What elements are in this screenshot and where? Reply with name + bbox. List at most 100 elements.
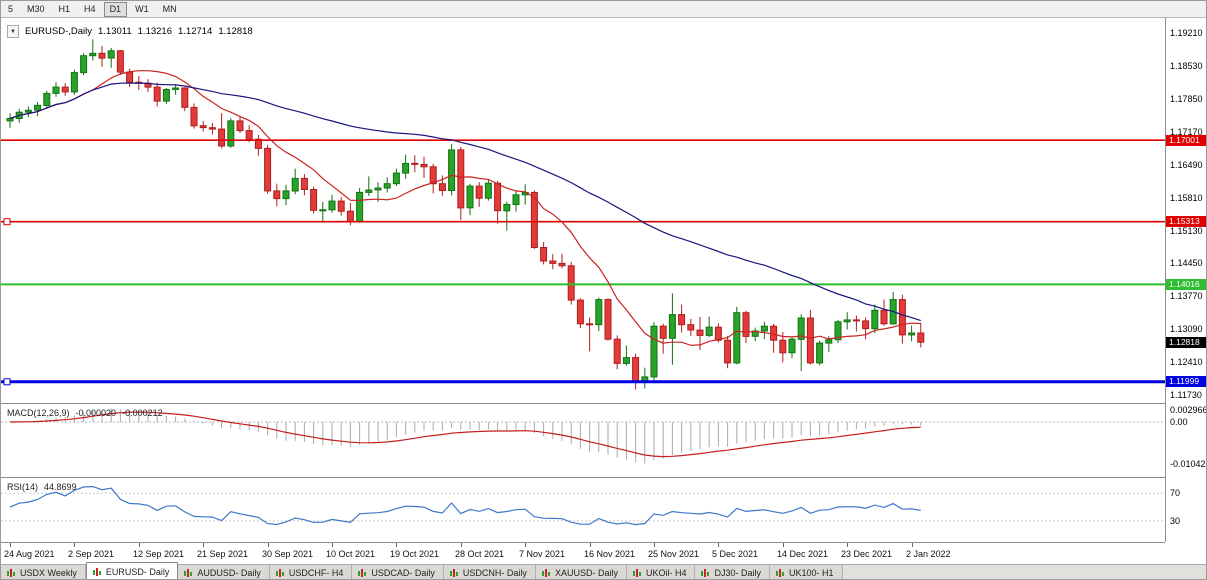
candle bbox=[567, 261, 575, 305]
candle bbox=[319, 202, 327, 223]
macd-indicator-panel[interactable] bbox=[1, 404, 1165, 477]
price-axis-label: 1.17850 bbox=[1170, 94, 1203, 104]
candle bbox=[438, 175, 446, 196]
timeframe-button-w1[interactable]: W1 bbox=[135, 3, 149, 14]
chart-tab-audusd-daily[interactable]: AUDUSD- Daily bbox=[178, 565, 270, 579]
candle bbox=[475, 182, 483, 207]
timeframe-button-d1[interactable]: D1 bbox=[103, 1, 128, 17]
main-price-chart[interactable] bbox=[1, 18, 1165, 403]
candle bbox=[107, 47, 115, 68]
chart-tab-icon bbox=[541, 569, 550, 577]
macd-signal-value: -0.000212 bbox=[122, 408, 163, 418]
chart-tab-label: AUDUSD- Daily bbox=[197, 568, 261, 578]
candle bbox=[843, 312, 851, 330]
price-axis-label: 1.15810 bbox=[1170, 193, 1203, 203]
one-click-trading-toggle[interactable]: ▼ bbox=[7, 25, 19, 38]
candle bbox=[742, 310, 750, 344]
chart-tab-label: USDCAD- Daily bbox=[371, 568, 435, 578]
time-axis-label: 30 Sep 2021 bbox=[262, 549, 314, 559]
candle bbox=[190, 103, 198, 129]
chart-tab-xauusd-daily[interactable]: XAUUSD- Daily bbox=[535, 565, 627, 579]
candle bbox=[770, 323, 778, 353]
chart-tab-label: XAUUSD- Daily bbox=[554, 568, 618, 578]
candle bbox=[521, 184, 529, 205]
price-axis-label: 1.12410 bbox=[1170, 357, 1203, 367]
time-tick bbox=[461, 543, 462, 547]
candle bbox=[153, 82, 161, 107]
candle bbox=[199, 120, 207, 132]
candle bbox=[889, 291, 897, 325]
timeframe-button-h1[interactable]: H1 bbox=[58, 3, 71, 14]
candle bbox=[705, 316, 713, 338]
timeframe-button-h4[interactable]: H4 bbox=[84, 3, 96, 14]
price-tag-1.17001: 1.17001 bbox=[1166, 135, 1206, 146]
time-axis-label: 25 Nov 2021 bbox=[648, 549, 700, 559]
horizontal-line-1.11999[interactable] bbox=[1, 378, 1165, 386]
candle bbox=[816, 340, 824, 366]
macd-axis-label: -0.010422 bbox=[1170, 459, 1207, 469]
time-axis-label: 5 Dec 2021 bbox=[712, 549, 759, 559]
time-axis-label: 2 Sep 2021 bbox=[68, 549, 115, 559]
macd-label: MACD(12,26,9) bbox=[7, 408, 70, 418]
candle bbox=[181, 87, 189, 112]
price-tag-1.14016: 1.14016 bbox=[1166, 279, 1206, 290]
chart-tab-label: USDX Weekly bbox=[20, 568, 77, 578]
chart-tab-label: USDCNH- Daily bbox=[462, 568, 527, 578]
time-axis-label: 23 Dec 2021 bbox=[841, 549, 893, 559]
time-tick bbox=[332, 543, 333, 547]
candle bbox=[806, 309, 814, 365]
time-axis-label: 2 Jan 2022 bbox=[906, 549, 951, 559]
candle bbox=[365, 176, 373, 196]
candle bbox=[622, 345, 630, 366]
candle bbox=[6, 113, 14, 128]
rsi-panel-separator[interactable] bbox=[1, 477, 1206, 478]
candle bbox=[144, 79, 152, 92]
chart-tab-uk100-h1[interactable]: UK100- H1 bbox=[769, 565, 843, 579]
chart-tab-icon bbox=[92, 568, 101, 576]
chart-tab-ukoil-h4[interactable]: UKOil- H4 bbox=[626, 565, 696, 579]
chart-tab-eurusd-daily[interactable]: EURUSD- Daily bbox=[85, 562, 179, 579]
candle bbox=[448, 144, 456, 196]
candle bbox=[328, 194, 336, 213]
time-axis-label: 7 Nov 2021 bbox=[519, 549, 566, 559]
macd-panel-separator[interactable] bbox=[1, 403, 1206, 404]
chart-tab-usdcad-daily[interactable]: USDCAD- Daily bbox=[352, 565, 444, 579]
timeframe-button-m30[interactable]: M30 bbox=[27, 3, 45, 14]
candle bbox=[402, 154, 410, 179]
price-axis-label: 1.18530 bbox=[1170, 61, 1203, 71]
time-tick bbox=[783, 543, 784, 547]
ma-slow-line bbox=[9, 82, 921, 322]
price-tag-1.15313: 1.15313 bbox=[1166, 216, 1206, 227]
candle bbox=[116, 49, 124, 75]
candle bbox=[641, 367, 649, 389]
chart-tab-usdchf-h4[interactable]: USDCHF- H4 bbox=[269, 565, 353, 579]
candle bbox=[687, 318, 695, 336]
time-axis[interactable]: 24 Aug 2021 2 Sep 2021 12 Sep 2021 21 Sep 2… bbox=[1, 542, 1165, 564]
candle bbox=[659, 323, 667, 354]
candle bbox=[632, 353, 640, 390]
candle bbox=[558, 253, 566, 269]
ohlc-close-value: 1.12818 bbox=[218, 26, 253, 37]
price-tag-1.12818: 1.12818 bbox=[1166, 337, 1206, 348]
rsi-axis-label: 30 bbox=[1170, 516, 1181, 526]
candle bbox=[34, 102, 42, 117]
chart-tab-usdx-weekly[interactable]: USDX Weekly bbox=[1, 565, 86, 579]
timeframe-button-mn[interactable]: MN bbox=[162, 3, 177, 14]
line-handle[interactable] bbox=[3, 218, 11, 226]
timeframe-button-5[interactable]: 5 bbox=[8, 3, 14, 14]
chart-tab-icon bbox=[275, 569, 284, 577]
rsi-axis-label: 70 bbox=[1170, 488, 1181, 498]
ohlc-low-value: 1.12714 bbox=[177, 26, 213, 37]
chart-tab-dj30-daily[interactable]: DJ30- Daily bbox=[695, 565, 770, 579]
time-axis-label: 14 Dec 2021 bbox=[777, 549, 829, 559]
price-axis[interactable]: 1.19210 1.18530 1.17850 1.17170 1.16490 1.158… bbox=[1165, 18, 1207, 542]
candle bbox=[80, 53, 88, 75]
rsi-indicator-panel[interactable] bbox=[1, 478, 1165, 541]
line-handle[interactable] bbox=[3, 378, 11, 386]
chart-tab-icon bbox=[358, 569, 367, 577]
chart-tab-label: UKOil- H4 bbox=[645, 568, 687, 578]
price-axis-label: 1.15130 bbox=[1170, 226, 1203, 236]
horizontal-line-1.15313[interactable] bbox=[1, 218, 1165, 226]
chart-tab-usdcnh-daily[interactable]: USDCNH- Daily bbox=[443, 565, 536, 579]
rsi-label: RSI(14) bbox=[7, 482, 39, 492]
